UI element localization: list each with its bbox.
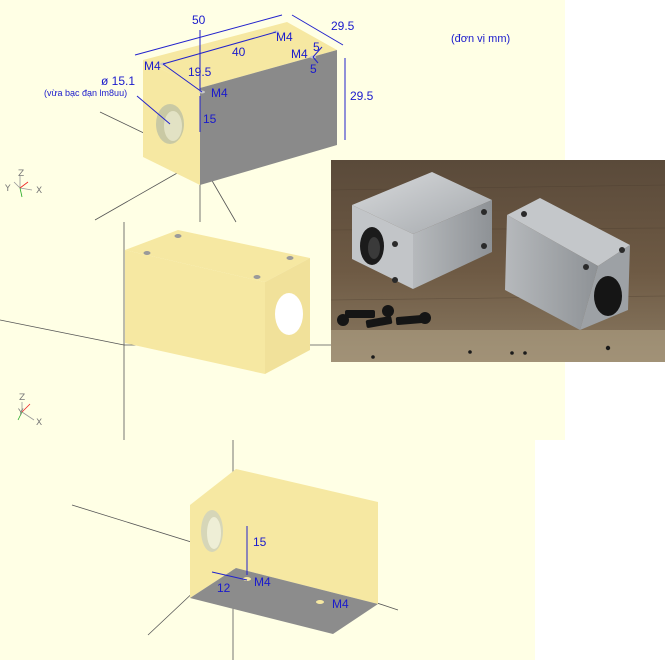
screw-hole [253, 275, 261, 279]
axis-x-label: X [36, 418, 42, 428]
screw-label: M4 [144, 59, 161, 73]
top-view: 50 29.5 29.5 40 19.5 5 5 M4 M4 M4 M4 ø 1… [4, 13, 510, 223]
block-bottom-face [190, 568, 378, 634]
bore-diameter-label: ø 15.1 [101, 74, 135, 88]
screw-hole [316, 600, 324, 604]
axis-y-label: Y [4, 184, 11, 194]
screw-label: M4 [276, 30, 293, 44]
dim-line-edge-offset [162, 63, 203, 93]
block-top-face [125, 230, 310, 282]
axis-z-label: Z [19, 393, 25, 403]
photo-bench-holes [371, 345, 611, 359]
screw-label: M4 [254, 575, 271, 589]
dim-edge-offset-label: 19.5 [188, 65, 212, 79]
block-side-face [236, 469, 378, 604]
bore-note-label: (vừa bạc đạn lm8uu) [44, 88, 127, 98]
bearing-block-photo [330, 160, 665, 362]
block-front-face [200, 50, 337, 185]
dim-line-length [134, 14, 283, 56]
middle-view: Z Y X [0, 222, 335, 440]
dim-line-depth [291, 14, 344, 46]
dim-side-offset-a-label: 5 [313, 40, 320, 54]
hole-depth-label: 15 [203, 112, 217, 126]
photo-screws [337, 305, 431, 328]
dim-length-label: 50 [192, 13, 206, 27]
screw-hole [286, 256, 294, 260]
screw-hole [143, 251, 151, 255]
dim-hole-spacing-label: 40 [232, 45, 246, 59]
hole-depth-label: 15 [253, 535, 267, 549]
dim-line-edge-offset [211, 571, 248, 581]
screw-label: M4 [211, 86, 228, 100]
unit-note: (đơn vị mm) [451, 33, 510, 45]
dim-side-offset-b-label: 5 [310, 62, 317, 76]
bore-hole [275, 293, 303, 335]
axis-line [0, 319, 125, 346]
photo-block-left [352, 172, 492, 289]
edge-offset-label: 12 [217, 581, 231, 595]
dim-depth-label: 29.5 [331, 19, 355, 33]
axis-y-label: Y [17, 408, 24, 418]
bore-hole-inner [207, 517, 221, 549]
dim-height-label: 29.5 [350, 89, 374, 103]
dim-line-hole-spacing [162, 31, 277, 65]
axis-gizmo: Z Y X [17, 393, 42, 428]
axis-z-label: Z [18, 169, 24, 179]
screw-label: M4 [332, 597, 349, 611]
axis-x-label: X [36, 186, 42, 196]
block-top-face [143, 22, 337, 88]
bottom-view: 15 12 M4 M4 [71, 440, 399, 660]
dim-line-side [312, 46, 323, 58]
photo-block-right [505, 198, 630, 330]
block-front-face [125, 250, 265, 374]
screw-label: M4 [291, 47, 308, 61]
photo-bench-edge [331, 330, 665, 362]
dim-line-side [312, 56, 319, 64]
bore-hole-inner [164, 111, 182, 141]
axis-gizmo: Z Y X [4, 169, 42, 198]
leader-bore [136, 95, 171, 125]
screw-hole [174, 234, 182, 238]
